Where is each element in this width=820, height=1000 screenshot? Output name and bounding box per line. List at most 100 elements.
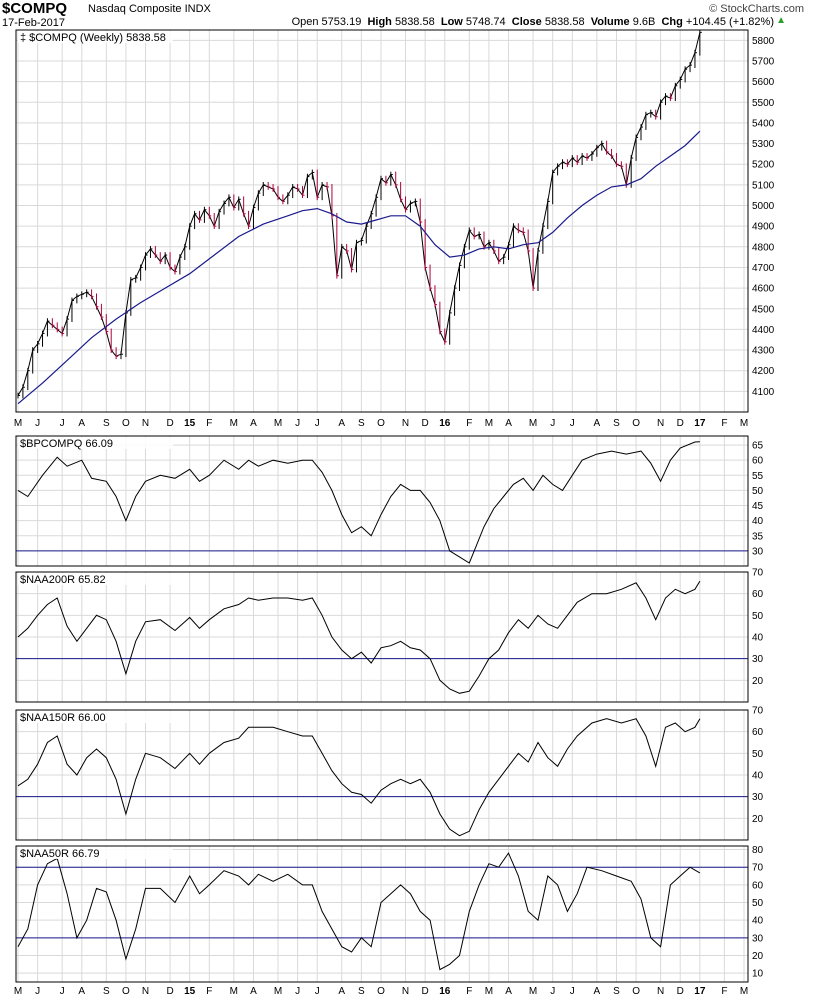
series--naa200r [17,580,701,694]
chg-label: Chg [661,16,683,28]
x-tick-label-mid: D [677,418,684,429]
panel-2: 30 35 40 45 50 55 60 65 $BPCOMPQ 66.09 [15,435,764,567]
panel-3: 20 30 40 50 60 70 $NAA200R 65.82 [15,568,764,703]
x-tick-label-bottom: M [230,986,238,997]
x-tick-label-mid: N [402,418,409,429]
x-tick-label-mid: J [550,418,555,429]
x-tick-label-mid: A [338,418,345,429]
y-tick-label: 4300 [752,346,775,357]
series--naa150r [17,718,701,837]
panel-frame [15,435,749,567]
y-tick-label: 40 [752,516,764,527]
series-close [17,29,702,399]
x-tick-label-bottom: D [422,986,429,997]
y-tick-label: 5500 [752,98,775,109]
y-tick-label: 60 [752,456,764,467]
x-tick-label-bottom: A [594,986,601,997]
x-tick-label-bottom: M [14,986,22,997]
x-tick-label-mid: M [274,418,282,429]
panel-title: $NAA150R 66.00 [20,712,106,724]
ohlc-summary: Open 5753.19 High 5838.58 Low 5748.74 Cl… [292,17,774,28]
close-value: 5838.58 [544,16,585,28]
x-tick-label-bottom: J [295,986,300,997]
y-tick-label: 5000 [752,201,775,212]
open-label: Open [291,16,319,28]
panel-frame [15,29,749,413]
x-tick-label-bottom: O [632,986,640,997]
x-tick-label-bottom: 17 [694,986,706,997]
x-tick-label-mid: M [485,418,493,429]
x-tick-label-bottom: M [485,986,493,997]
open-value: 5753.19 [321,16,362,28]
y-tick-label: 20 [752,676,764,687]
x-tick-label-bottom: F [721,986,727,997]
panel-title-bg [18,31,173,43]
x-tick-label-bottom: J [60,986,65,997]
y-tick-label: 50 [752,749,764,760]
x-tick-label-mid: 15 [184,418,196,429]
y-tick-label: 10 [752,969,764,980]
series--bpcompq [17,441,700,564]
symbol-title: $COMPQ [2,0,68,17]
volume-label: Volume [590,16,630,28]
x-tick-label-mid: M [740,418,748,429]
ma-line [17,130,701,405]
x-tick-label-mid: J [315,418,320,429]
y-tick-label: 4200 [752,366,775,377]
x-tick-label-mid: M [230,418,238,429]
series-line [17,441,700,564]
y-tick-label: 50 [752,898,764,909]
x-tick-label-bottom: N [142,986,149,997]
x-tick-label-mid: N [142,418,149,429]
brand-label: © StockCharts.com [709,3,804,15]
panel-title: $NAA50R 66.79 [20,848,100,860]
high-value: 5838.58 [394,16,435,28]
y-tick-label: 4800 [752,242,775,253]
x-tick-label-bottom: A [505,986,512,997]
series-line [17,852,701,971]
panel-title-bg [18,573,173,585]
x-tick-label-mid: J [60,418,65,429]
volume-value: 9.6B [632,16,656,28]
y-tick-label: 40 [752,916,764,927]
y-tick-label: 4500 [752,304,775,315]
panel-frame [15,845,749,983]
x-tick-label-mid: S [358,418,365,429]
panel-title-bg [18,711,173,723]
x-tick-label-mid: 17 [694,418,706,429]
y-tick-label: 4600 [752,284,775,295]
x-tick-label-bottom: M [274,986,282,997]
x-tick-label-mid: O [377,418,385,429]
y-tick-label: 40 [752,633,764,644]
x-tick-label-bottom: D [677,986,684,997]
y-tick-label: 45 [752,501,764,512]
y-tick-label: 5100 [752,180,775,191]
y-tick-label: 5600 [752,77,775,88]
x-tick-label-mid: S [613,418,620,429]
y-tick-label: 4400 [752,325,775,336]
x-tick-label-bottom: D [166,986,173,997]
series--naa50r [17,852,701,971]
x-tick-label-mid: F [466,418,472,429]
x-tick-label-mid: S [103,418,110,429]
x-tick-label-bottom: N [657,986,664,997]
x-tick-label-bottom: S [103,986,110,997]
y-tick-label: 30 [752,654,764,665]
x-tick-label-mid: N [657,418,664,429]
y-tick-label: 80 [752,845,764,856]
panel-title-bg [18,847,173,859]
panel-title: $BPCOMPQ 66.09 [20,438,113,450]
y-tick-label: 20 [752,814,764,825]
y-tick-label: 5300 [752,139,775,150]
x-tick-label-bottom: 15 [184,986,196,997]
close-label: Close [511,16,542,28]
chg-value: +104.45 (+1.82%) [685,16,774,28]
y-tick-label: 55 [752,471,764,482]
x-tick-label-bottom: J [570,986,575,997]
security-name: Nasdaq Composite INDX [88,3,211,15]
panel-title: ‡ $COMPQ (Weekly) 5838.58 [20,32,166,44]
x-tick-label-bottom: O [377,986,385,997]
panel-frame [15,571,749,703]
low-value: 5748.74 [465,16,506,28]
